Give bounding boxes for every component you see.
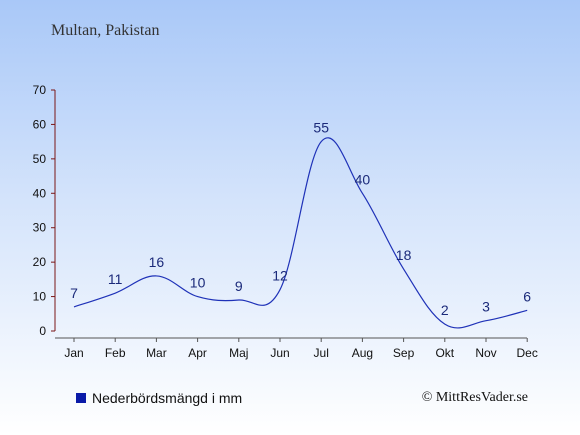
data-label: 40 xyxy=(355,171,371,187)
data-label: 3 xyxy=(482,299,490,315)
x-tick-labels: Jan Feb Mar Apr Maj Jun Jul Aug Sep Okt Nov Dec xyxy=(64,338,538,360)
y-tick-label: 50 xyxy=(33,152,47,166)
data-label: 16 xyxy=(149,254,165,270)
data-label: 11 xyxy=(108,271,123,287)
x-tick-label: Okt xyxy=(435,346,454,360)
legend: Nederbördsmängd i mm xyxy=(76,390,242,406)
y-tick-label: 40 xyxy=(33,186,47,200)
data-label: 7 xyxy=(70,285,78,301)
y-tick-labels: 0 10 20 30 40 50 60 70 xyxy=(33,83,55,338)
chart-title: Multan, Pakistan xyxy=(51,22,160,39)
series-group xyxy=(73,137,528,329)
data-label: 55 xyxy=(313,120,329,136)
x-tick-label: Feb xyxy=(105,346,126,360)
credit-text: © MittResVader.se xyxy=(421,390,528,405)
x-tick-label: Jul xyxy=(314,346,329,360)
x-tick-label: Apr xyxy=(188,346,207,360)
data-label: 10 xyxy=(190,275,206,291)
legend-label: Nederbördsmängd i mm xyxy=(92,390,243,406)
data-label: 18 xyxy=(396,247,412,263)
y-tick-label: 70 xyxy=(33,83,47,97)
y-tick-label: 20 xyxy=(33,255,47,269)
data-labels: 7 11 16 10 9 12 55 40 18 2 3 6 xyxy=(70,120,531,318)
y-tick-label: 30 xyxy=(33,221,47,235)
legend-swatch xyxy=(76,393,86,403)
x-tick-label: Jun xyxy=(270,346,289,360)
y-tick-label: 60 xyxy=(33,117,47,131)
x-tick-label: Mar xyxy=(146,346,167,360)
x-tick-label: Sep xyxy=(393,346,415,360)
y-tick-label: 10 xyxy=(33,290,47,304)
x-tick-label: Dec xyxy=(517,346,538,360)
precipitation-line xyxy=(73,137,528,329)
y-tick-label: 0 xyxy=(39,324,46,338)
data-label: 9 xyxy=(235,278,243,294)
data-label: 6 xyxy=(523,288,531,304)
x-tick-label: Aug xyxy=(352,346,373,360)
data-label: 12 xyxy=(272,268,288,284)
axes xyxy=(54,90,527,339)
x-tick-label: Nov xyxy=(475,346,496,360)
x-tick-label: Maj xyxy=(229,346,248,360)
x-tick-label: Jan xyxy=(64,346,83,360)
data-label: 2 xyxy=(441,302,449,318)
